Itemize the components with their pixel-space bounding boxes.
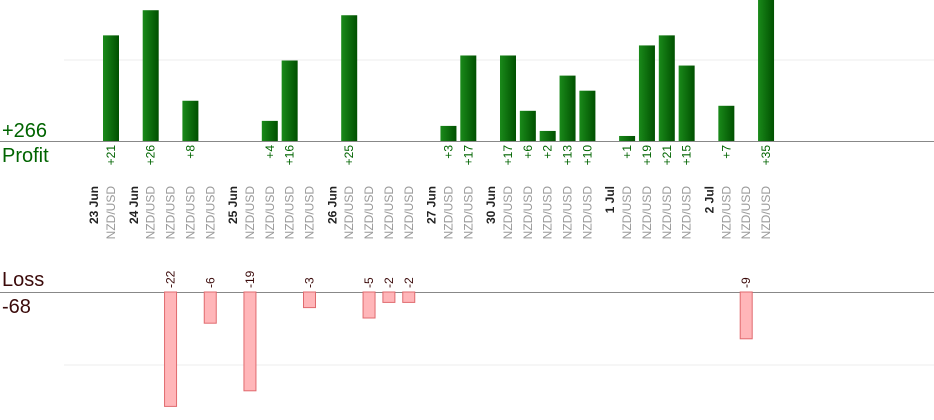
date-label: 23 Jun xyxy=(87,186,101,224)
profit-value-label: +3 xyxy=(441,145,455,159)
profit-total: +266 xyxy=(2,120,48,142)
profit-value-label: +19 xyxy=(640,145,654,166)
profit-value-label: +21 xyxy=(104,145,118,166)
profit-bar xyxy=(658,35,675,142)
profit-value-label: +17 xyxy=(501,145,515,166)
pair-label: NZD/USD xyxy=(739,186,753,240)
loss-bar xyxy=(739,291,753,340)
loss-value-label: -5 xyxy=(362,277,376,288)
pair-label: NZD/USD xyxy=(342,186,356,240)
pair-label: NZD/USD xyxy=(580,186,594,240)
profit-bar xyxy=(103,35,119,142)
loss-bar xyxy=(382,291,396,303)
loss-bar xyxy=(362,291,376,319)
profit-bar xyxy=(341,15,358,141)
pair-label: NZD/USD xyxy=(263,186,277,240)
loss-bar xyxy=(303,291,316,309)
profit-value-label: +2 xyxy=(541,145,555,159)
pair-label: NZD/USD xyxy=(402,186,416,240)
profit-value-label: +25 xyxy=(342,145,356,166)
profit-bar xyxy=(758,0,775,141)
profit-value-label: +8 xyxy=(183,145,197,159)
profit-bar xyxy=(619,135,636,141)
loss-value-label: -6 xyxy=(203,277,217,288)
profit-bar xyxy=(539,130,556,141)
date-label: 24 Jun xyxy=(127,186,141,224)
loss-bar xyxy=(402,291,416,303)
loss-value-label: -2 xyxy=(402,277,416,288)
profit-value-label: +7 xyxy=(719,145,733,159)
profit-bar xyxy=(182,100,199,141)
grid-lines xyxy=(0,59,934,366)
loss-total: -68 xyxy=(2,296,31,318)
pair-label: NZD/USD xyxy=(164,186,178,240)
loss-bar xyxy=(203,291,217,324)
date-label: 30 Jun xyxy=(484,186,498,224)
profit-value-label: +17 xyxy=(461,145,475,166)
pair-label: NZD/USD xyxy=(183,186,197,240)
pair-label: NZD/USD xyxy=(660,186,674,240)
pair-label: NZD/USD xyxy=(382,186,396,240)
profit-bar xyxy=(519,110,536,141)
pair-label: NZD/USD xyxy=(521,186,535,240)
profit-bar xyxy=(500,55,516,141)
date-label: 1 Jul xyxy=(603,186,617,213)
date-label: 26 Jun xyxy=(325,186,339,224)
profit-bar xyxy=(261,120,278,141)
profit-bar xyxy=(579,90,596,141)
pair-label: NZD/USD xyxy=(640,186,654,240)
loss-value-label: -2 xyxy=(382,277,396,288)
profit-bars xyxy=(103,0,775,142)
loss-value-label: -3 xyxy=(303,277,317,288)
profit-bar xyxy=(281,60,298,141)
profit-value-label: +35 xyxy=(759,145,773,166)
pair-label: NZD/USD xyxy=(303,186,317,240)
profit-value-label: +10 xyxy=(580,145,594,166)
profit-value-label: +21 xyxy=(660,145,674,166)
loss-value-label: -9 xyxy=(739,277,753,288)
pair-label: NZD/USD xyxy=(561,186,575,240)
loss-bars xyxy=(164,291,753,407)
profit-bar xyxy=(460,55,477,141)
pair-label: NZD/USD xyxy=(719,186,733,240)
profit-bar xyxy=(718,105,735,141)
date-label: 25 Jun xyxy=(226,186,240,224)
profit-value-label: +16 xyxy=(283,145,297,166)
pair-label: NZD/USD xyxy=(243,186,257,240)
profit-bar xyxy=(559,75,576,141)
profit-value-label: +1 xyxy=(620,145,634,159)
profit-bar xyxy=(440,125,457,141)
profit-value-label: +15 xyxy=(680,145,694,166)
pair-label: NZD/USD xyxy=(362,186,376,240)
pair-label: NZD/USD xyxy=(620,186,634,240)
profit-bar xyxy=(638,45,655,141)
pair-label: NZD/USD xyxy=(104,186,118,240)
pair-label: NZD/USD xyxy=(501,186,515,240)
pair-label: NZD/USD xyxy=(144,186,158,240)
pair-label: NZD/USD xyxy=(541,186,555,240)
profit-value-label: +13 xyxy=(561,145,575,166)
pair-label: NZD/USD xyxy=(461,186,475,240)
profit-bar xyxy=(142,10,159,141)
date-label: 2 Jul xyxy=(702,186,716,213)
profit-value-label: +4 xyxy=(263,145,277,159)
pair-label: NZD/USD xyxy=(203,186,217,240)
loss-label: Loss xyxy=(2,269,45,291)
profit-bar xyxy=(678,65,695,141)
profit-value-label: +6 xyxy=(521,145,535,159)
profit-label: Profit xyxy=(2,145,49,167)
loss-value-label: -19 xyxy=(243,270,257,288)
pair-label: NZD/USD xyxy=(680,186,694,240)
profit-value-label: +26 xyxy=(144,145,158,166)
loss-value-label: -22 xyxy=(164,270,178,288)
pair-label: NZD/USD xyxy=(283,186,297,240)
loss-bar xyxy=(243,291,257,392)
pair-label: NZD/USD xyxy=(759,186,773,240)
pair-label: NZD/USD xyxy=(441,186,455,240)
loss-bar xyxy=(164,291,178,407)
date-label: 27 Jun xyxy=(425,186,439,224)
